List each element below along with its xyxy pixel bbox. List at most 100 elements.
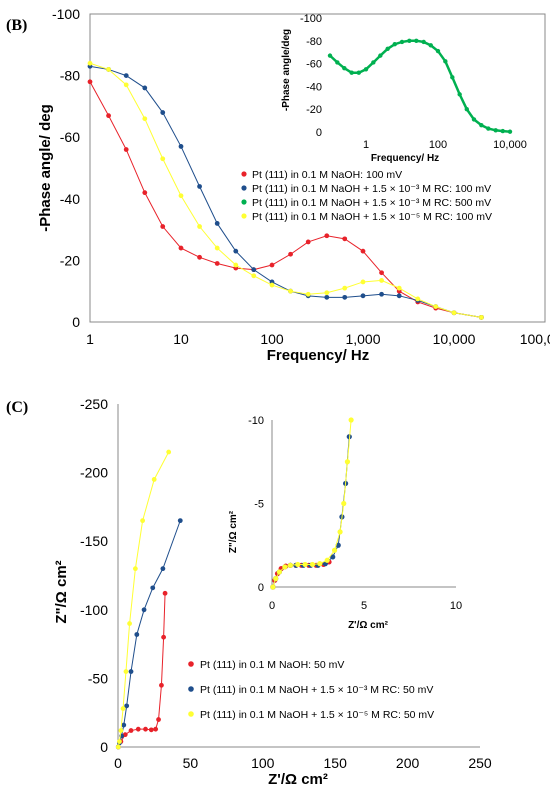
data-point — [471, 117, 477, 122]
legend-label-yellow: Pt (111) in 0.1 M NaOH + 1.5 × 10⁻⁵ M RC… — [252, 211, 492, 223]
data-point — [464, 107, 469, 112]
phase-x-ticks: 1 10 100 1,000 10,000 100,000 — [86, 331, 550, 347]
data-point — [433, 304, 439, 309]
legend-marker-red — [241, 171, 247, 177]
data-point — [428, 43, 433, 48]
data-point — [360, 279, 366, 285]
legend-item: Pt (111) in 0.1 M NaOH + 1.5 × 10⁻³ M RC… — [188, 684, 433, 696]
data-point — [305, 291, 311, 297]
data-point — [378, 53, 383, 58]
data-point — [141, 607, 147, 613]
nyquist-chart: 0-50-100-150-200-250 0 50 100 150 200 250 Z"/… — [53, 396, 492, 788]
data-point — [178, 245, 184, 251]
phase-y-ticks: 0 -20 -40 -60 -80 -100 — [52, 6, 80, 330]
data-point — [507, 129, 513, 134]
data-point — [123, 73, 129, 78]
x-tick-label: 100,000 — [520, 331, 550, 347]
inset-x-tick-label: 10 — [450, 600, 462, 612]
nyquist-inset-y-title: Z"/Ω cm² — [228, 510, 239, 553]
data-point — [148, 727, 154, 733]
data-point — [342, 294, 348, 300]
phase-inset-y-title: -Phase angle/deg — [281, 29, 292, 111]
data-point — [166, 449, 172, 455]
inset-y-tick-label: -100 — [300, 13, 322, 25]
x-tick-label: 10,000 — [433, 331, 476, 347]
data-point — [276, 569, 282, 575]
data-point — [106, 113, 111, 119]
inset-y-tick-label: -40 — [306, 81, 322, 93]
data-point — [106, 67, 111, 72]
inset-x-tick-label: 5 — [361, 600, 367, 612]
data-point — [251, 267, 257, 273]
y-tick-label: -80 — [60, 68, 80, 84]
legend-marker-yellow — [188, 711, 194, 717]
x-tick-label: 10 — [173, 331, 189, 347]
data-point — [127, 621, 132, 626]
nyquist-inset-y-ticks: 0 -5 -10 — [248, 415, 273, 594]
data-point — [363, 67, 369, 72]
data-point — [270, 584, 276, 590]
data-point — [197, 224, 202, 229]
inset-y-tick-label: 0 — [316, 127, 322, 139]
data-point — [327, 53, 333, 58]
inset-x-tick-label: 10,000 — [493, 139, 527, 151]
nyquist-inset-x-ticks: 0 5 10 — [269, 586, 462, 612]
legend-label-blue: Pt (111) in 0.1 M NaOH + 1.5 × 10⁻³ M RC… — [252, 183, 491, 195]
legend-marker-yellow — [241, 213, 247, 219]
y-tick-label: 0 — [100, 739, 108, 755]
data-point — [143, 726, 148, 732]
series-line — [89, 65, 482, 318]
data-point — [153, 726, 159, 732]
data-point — [251, 273, 257, 279]
phase-inset-x-ticks: 1 100 10,000 — [363, 139, 527, 151]
data-point — [443, 59, 448, 64]
phase-angle-chart: 0-20-40-60-80-100 1101001,00010,000100,0… — [37, 6, 550, 364]
data-point — [287, 562, 293, 568]
data-point — [288, 251, 293, 257]
legend-label-red: Pt (111) in 0.1 M NaOH: 50 mV — [200, 659, 344, 671]
data-point — [360, 248, 366, 254]
data-point — [150, 585, 156, 591]
data-point — [396, 293, 402, 299]
series-line — [117, 520, 181, 748]
y-tick-label: -100 — [52, 6, 80, 22]
data-point — [342, 236, 348, 242]
data-point — [177, 518, 183, 524]
inset-y-tick-label: -80 — [306, 36, 322, 48]
inset-x-tick-label: 100 — [429, 139, 447, 151]
phase-inset: 0 -20 -40 -60 -80 -100 1 100 10,000 -Phase angl… — [281, 13, 528, 164]
x-tick-label: 0 — [114, 755, 122, 771]
y-tick-label: -200 — [80, 465, 108, 481]
data-point — [233, 248, 239, 254]
inset-y-tick-label: -5 — [254, 499, 264, 511]
data-point — [295, 561, 301, 568]
phase-inset-background — [318, 16, 528, 133]
phase-y-axis-title: -Phase angle/ deg — [37, 104, 54, 232]
data-point — [142, 190, 148, 196]
nyquist-y-ticks: 0 -50 -100 -150 -200 -250 — [80, 396, 108, 755]
data-point — [385, 46, 390, 51]
nyquist-series-layer — [115, 449, 183, 750]
data-point — [87, 79, 93, 85]
series-line — [89, 81, 482, 318]
data-point — [379, 291, 384, 297]
series-line — [117, 451, 170, 748]
data-point — [324, 233, 330, 239]
data-point — [214, 221, 220, 226]
phase-x-axis-title: Frequency/ Hz — [267, 347, 370, 364]
legend-label-red: Pt (111) in 0.1 M NaOH: 100 mV — [252, 169, 402, 181]
inset-y-tick-label: -10 — [248, 415, 264, 427]
data-point — [356, 70, 361, 75]
data-point — [160, 224, 166, 229]
data-point — [269, 282, 275, 288]
data-point — [342, 65, 347, 71]
data-point — [451, 310, 457, 316]
data-point — [288, 288, 293, 294]
data-point — [407, 38, 412, 43]
x-tick-label: 1 — [86, 331, 94, 347]
data-point — [123, 147, 129, 152]
legend-marker-blue — [241, 185, 247, 191]
data-point — [151, 477, 157, 482]
data-point — [160, 156, 166, 162]
phase-inset-series-layer — [327, 38, 513, 134]
